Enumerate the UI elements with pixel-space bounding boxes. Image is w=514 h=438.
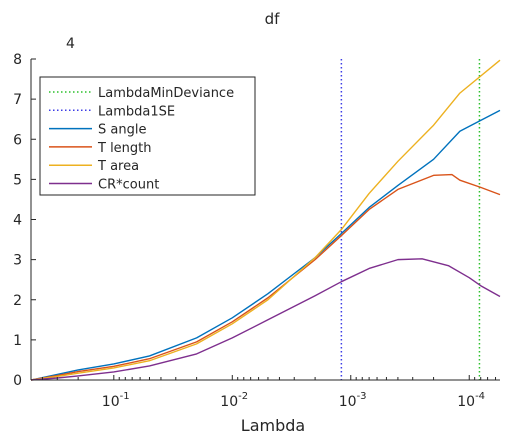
y-tick-label: 4	[13, 213, 22, 229]
x-tick-label: 10-3	[339, 391, 367, 410]
series-line-t-length	[30, 173, 501, 381]
y-tick-label: 1	[13, 333, 22, 349]
legend-label-s-angle: S angle	[98, 123, 146, 138]
legend-label-cr-count: CR*count	[98, 178, 159, 193]
axis-exponent-annotation: 4	[66, 36, 75, 52]
y-tick-label: 5	[13, 172, 22, 188]
y-tick-label: 7	[13, 92, 22, 108]
x-axis-label: Lambda	[241, 416, 305, 434]
x-tick-label: 10-2	[220, 391, 248, 410]
legend-label-lambdamindeviance: LambdaMinDeviance	[98, 86, 234, 101]
x-tick-label: 10-4	[457, 391, 485, 410]
legend-label-t-length: T length	[97, 141, 152, 156]
legend-items: LambdaMinDeviance Lambda1SE S angle T lengt…	[49, 86, 234, 193]
legend-box	[39, 76, 256, 196]
y-tick-label: 0	[13, 373, 22, 389]
y-tick-label: 2	[13, 293, 22, 309]
series-line-s-angle	[30, 109, 501, 381]
chart-title: df	[265, 10, 281, 28]
y-tick-label: 3	[13, 253, 22, 269]
x-axis-ticks: 10-1 10-2 10-3 10-4	[30, 375, 497, 410]
legend-label-lambda1se: Lambda1SE	[98, 104, 175, 119]
series-line-cr-count	[30, 258, 501, 381]
legend-label-t-area: T area	[97, 159, 139, 174]
y-axis-ticks: 0 1 2 3 4 5 6 7 8	[13, 52, 36, 389]
series-lines	[30, 59, 501, 381]
y-tick-label: 8	[13, 52, 22, 68]
x-tick-label: 10-1	[102, 391, 130, 410]
reference-lines	[340, 59, 481, 380]
series-line-t-area	[30, 59, 501, 381]
legend: LambdaMinDeviance Lambda1SE S angle T lengt…	[39, 76, 256, 196]
y-tick-label: 6	[13, 132, 22, 148]
